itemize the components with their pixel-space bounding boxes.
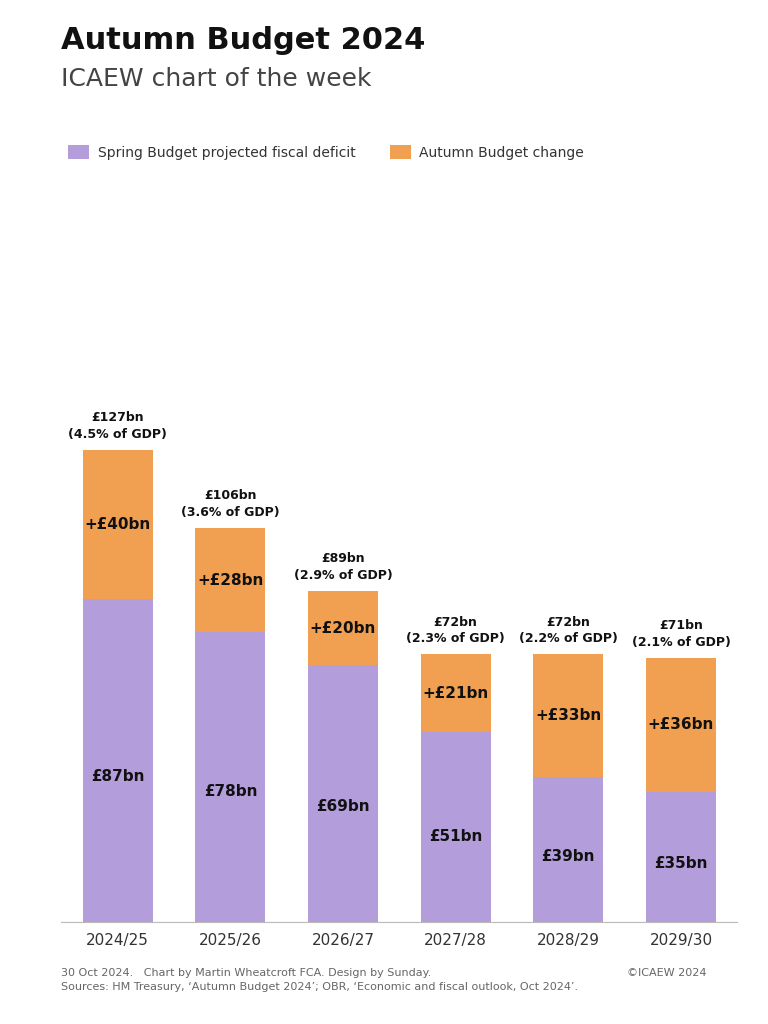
Bar	[83, 451, 153, 599]
Bar	[83, 599, 153, 922]
Text: +£33bn: +£33bn	[535, 708, 601, 723]
Text: +£36bn: +£36bn	[647, 718, 714, 732]
Text: +£21bn: +£21bn	[422, 686, 488, 700]
Text: 30 Oct 2024.   Chart by Martin Wheatcroft FCA. Design by Sunday.
Sources: HM Tre: 30 Oct 2024. Chart by Martin Wheatcroft …	[61, 968, 578, 992]
Bar	[534, 777, 603, 922]
Bar	[196, 528, 265, 632]
Text: £72bn
(2.2% of GDP): £72bn (2.2% of GDP)	[519, 615, 617, 645]
Text: Autumn Budget 2024: Autumn Budget 2024	[61, 26, 425, 54]
Bar	[421, 654, 491, 732]
Bar	[196, 632, 265, 922]
Text: £89bn
(2.9% of GDP): £89bn (2.9% of GDP)	[293, 553, 392, 582]
Bar	[534, 654, 603, 777]
Text: £72bn
(2.3% of GDP): £72bn (2.3% of GDP)	[406, 615, 505, 645]
Text: +£20bn: +£20bn	[310, 621, 376, 636]
Text: +£40bn: +£40bn	[84, 517, 151, 531]
Text: £127bn
(4.5% of GDP): £127bn (4.5% of GDP)	[68, 412, 167, 441]
Bar	[308, 591, 378, 666]
Text: ©ICAEW 2024: ©ICAEW 2024	[627, 968, 707, 978]
Text: £71bn
(2.1% of GDP): £71bn (2.1% of GDP)	[631, 620, 730, 649]
Text: £39bn: £39bn	[541, 849, 595, 864]
Bar	[308, 666, 378, 922]
Bar	[646, 658, 716, 792]
Text: £106bn
(3.6% of GDP): £106bn (3.6% of GDP)	[181, 489, 280, 519]
Text: £87bn: £87bn	[91, 769, 144, 783]
Text: £35bn: £35bn	[654, 856, 707, 870]
Text: £51bn: £51bn	[429, 828, 482, 844]
Bar	[421, 732, 491, 922]
Bar	[646, 792, 716, 922]
Legend: Spring Budget projected fiscal deficit, Autumn Budget change: Spring Budget projected fiscal deficit, …	[68, 145, 584, 160]
Text: +£28bn: +£28bn	[197, 572, 263, 588]
Text: £78bn: £78bn	[204, 783, 257, 799]
Text: £69bn: £69bn	[316, 799, 370, 814]
Text: ICAEW chart of the week: ICAEW chart of the week	[61, 67, 372, 90]
